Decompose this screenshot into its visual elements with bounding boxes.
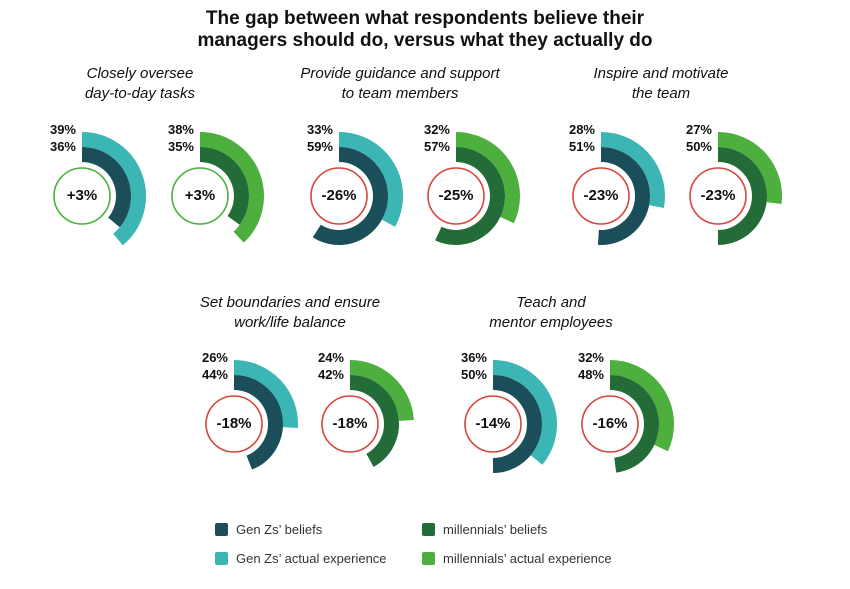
group-1-millennials-gap-circle <box>427 167 485 225</box>
group-title-1-line2: to team members <box>341 85 459 102</box>
group-2-millennials-gap-circle <box>689 167 747 225</box>
group-1-genz-beliefs-arc <box>312 147 388 245</box>
group-3-genz-beliefs-arc <box>233 375 283 470</box>
group-title-1: Provide guidance and support to team memb… <box>270 64 530 104</box>
group-title-2-line2: the team <box>631 85 691 102</box>
group-2-genz-actual-arc <box>600 132 665 208</box>
group-1-millennials-beliefs-label: 57% <box>423 139 450 154</box>
group-2-millennials-beliefs-label: 50% <box>685 139 712 154</box>
group-0-genz-gap-label: +3% <box>66 187 98 204</box>
group-1-millennials-actual-arc <box>455 132 520 224</box>
group-2-genz-gap-label: -23% <box>583 187 619 204</box>
group-3-millennials-actual-arc <box>349 360 414 422</box>
group-3-genz-gap-label: -18% <box>216 415 252 432</box>
group-4-millennials-actual-arc <box>609 360 674 452</box>
legend-swatch-genz-beliefs <box>215 523 228 536</box>
group-0-millennials-gap-circle <box>171 167 229 225</box>
group-2-millennials-actual-label: 27% <box>685 122 712 137</box>
group-title-4: Teach and mentor employees <box>421 293 681 333</box>
group-4-genz-actual-arc <box>492 360 557 465</box>
group-title-3: Set boundaries and ensure work/life balan… <box>160 293 420 333</box>
group-3-millennials-actual-label: 24% <box>317 350 344 365</box>
group-2-genz-actual-label: 28% <box>568 122 595 137</box>
group-1-millennials-beliefs-arc <box>435 147 505 245</box>
group-0-genz-actual-arc <box>81 132 146 246</box>
legend-genz-actual: Gen Zs’ actual experience <box>215 551 387 566</box>
group-title-0-line2: day-to-day tasks <box>84 85 196 102</box>
group-title-0: Closely oversee day-to-day tasks <box>10 64 270 104</box>
group-title-3-line1: Set boundaries and ensure <box>199 294 381 311</box>
group-4-millennials-beliefs-label: 48% <box>577 367 604 382</box>
group-2-genz-beliefs-label: 51% <box>568 139 595 154</box>
group-title-3-line2: work/life balance <box>234 314 346 331</box>
chart-title: The gap between what respondents believe… <box>0 8 850 52</box>
group-4-millennials-actual-label: 32% <box>577 350 604 365</box>
group-3-genz-beliefs-label: 44% <box>201 367 228 382</box>
group-1-genz-gap-circle <box>310 167 368 225</box>
legend-swatch-mill-beliefs <box>422 523 435 536</box>
chart-title-line1: The gap between what respondents believe… <box>205 8 645 29</box>
group-1-genz-gap-label: -26% <box>321 187 357 204</box>
legend-label-mill-actual: millennials’ actual experience <box>443 551 612 566</box>
group-0-millennials-beliefs-arc <box>199 147 249 225</box>
group-title-2-line1: Inspire and motivate <box>593 65 729 82</box>
legend-mill-beliefs: millennials’ beliefs <box>422 522 547 537</box>
group-4-millennials-beliefs-arc <box>609 375 659 473</box>
group-2-millennials-actual-arc <box>717 132 782 205</box>
group-2-millennials-gap-label: -23% <box>700 187 736 204</box>
group-1-genz-actual-arc <box>338 132 403 227</box>
legend-mill-actual: millennials’ actual experience <box>422 551 612 566</box>
group-0-millennials-actual-label: 38% <box>167 122 194 137</box>
legend-swatch-mill-actual <box>422 552 435 565</box>
group-title-4-line2: mentor employees <box>489 314 613 331</box>
group-4-genz-gap-label: -14% <box>475 415 511 432</box>
legend-genz-beliefs: Gen Zs’ beliefs <box>215 522 322 537</box>
group-2-genz-gap-circle <box>572 167 630 225</box>
group-4-genz-beliefs-arc <box>492 375 542 473</box>
legend-label-genz-beliefs: Gen Zs’ beliefs <box>236 522 323 537</box>
group-title-0-line1: Closely oversee <box>86 65 194 82</box>
legend-label-mill-beliefs: millennials’ beliefs <box>443 522 548 537</box>
group-0-millennials-actual-arc <box>199 132 264 243</box>
group-3-millennials-beliefs-arc <box>349 375 399 467</box>
group-3-millennials-gap-label: -18% <box>332 415 368 432</box>
group-title-4-line1: Teach and <box>516 294 586 311</box>
group-0-millennials-gap-label: +3% <box>184 187 216 204</box>
group-0-genz-beliefs-label: 36% <box>49 139 76 154</box>
group-4-millennials-gap-label: -16% <box>592 415 628 432</box>
group-0-genz-beliefs-arc <box>81 147 131 228</box>
group-0-genz-actual-label: 39% <box>49 122 76 137</box>
group-title-1-line1: Provide guidance and support <box>300 65 500 82</box>
group-1-genz-actual-label: 33% <box>306 122 333 137</box>
group-3-millennials-beliefs-label: 42% <box>317 367 344 382</box>
group-2-millennials-beliefs-arc <box>717 147 767 245</box>
group-1-millennials-actual-label: 32% <box>423 122 450 137</box>
group-4-genz-gap-circle <box>464 395 522 453</box>
chart-title-line2: managers should do, versus what they act… <box>197 30 653 51</box>
group-4-millennials-gap-circle <box>581 395 639 453</box>
group-3-genz-gap-circle <box>205 395 263 453</box>
legend-label-genz-actual: Gen Zs’ actual experience <box>236 551 387 566</box>
group-3-genz-actual-arc <box>233 360 298 429</box>
group-0-genz-gap-circle <box>53 167 111 225</box>
group-1-genz-beliefs-label: 59% <box>306 139 333 154</box>
group-3-millennials-gap-circle <box>321 395 379 453</box>
group-2-genz-beliefs-arc <box>597 147 650 245</box>
group-0-millennials-beliefs-label: 35% <box>167 139 194 154</box>
group-3-genz-actual-label: 26% <box>201 350 228 365</box>
group-4-genz-actual-label: 36% <box>460 350 487 365</box>
group-title-2: Inspire and motivate the team <box>531 64 791 104</box>
legend-swatch-genz-actual <box>215 552 228 565</box>
group-4-genz-beliefs-label: 50% <box>460 367 487 382</box>
group-1-millennials-gap-label: -25% <box>438 187 474 204</box>
